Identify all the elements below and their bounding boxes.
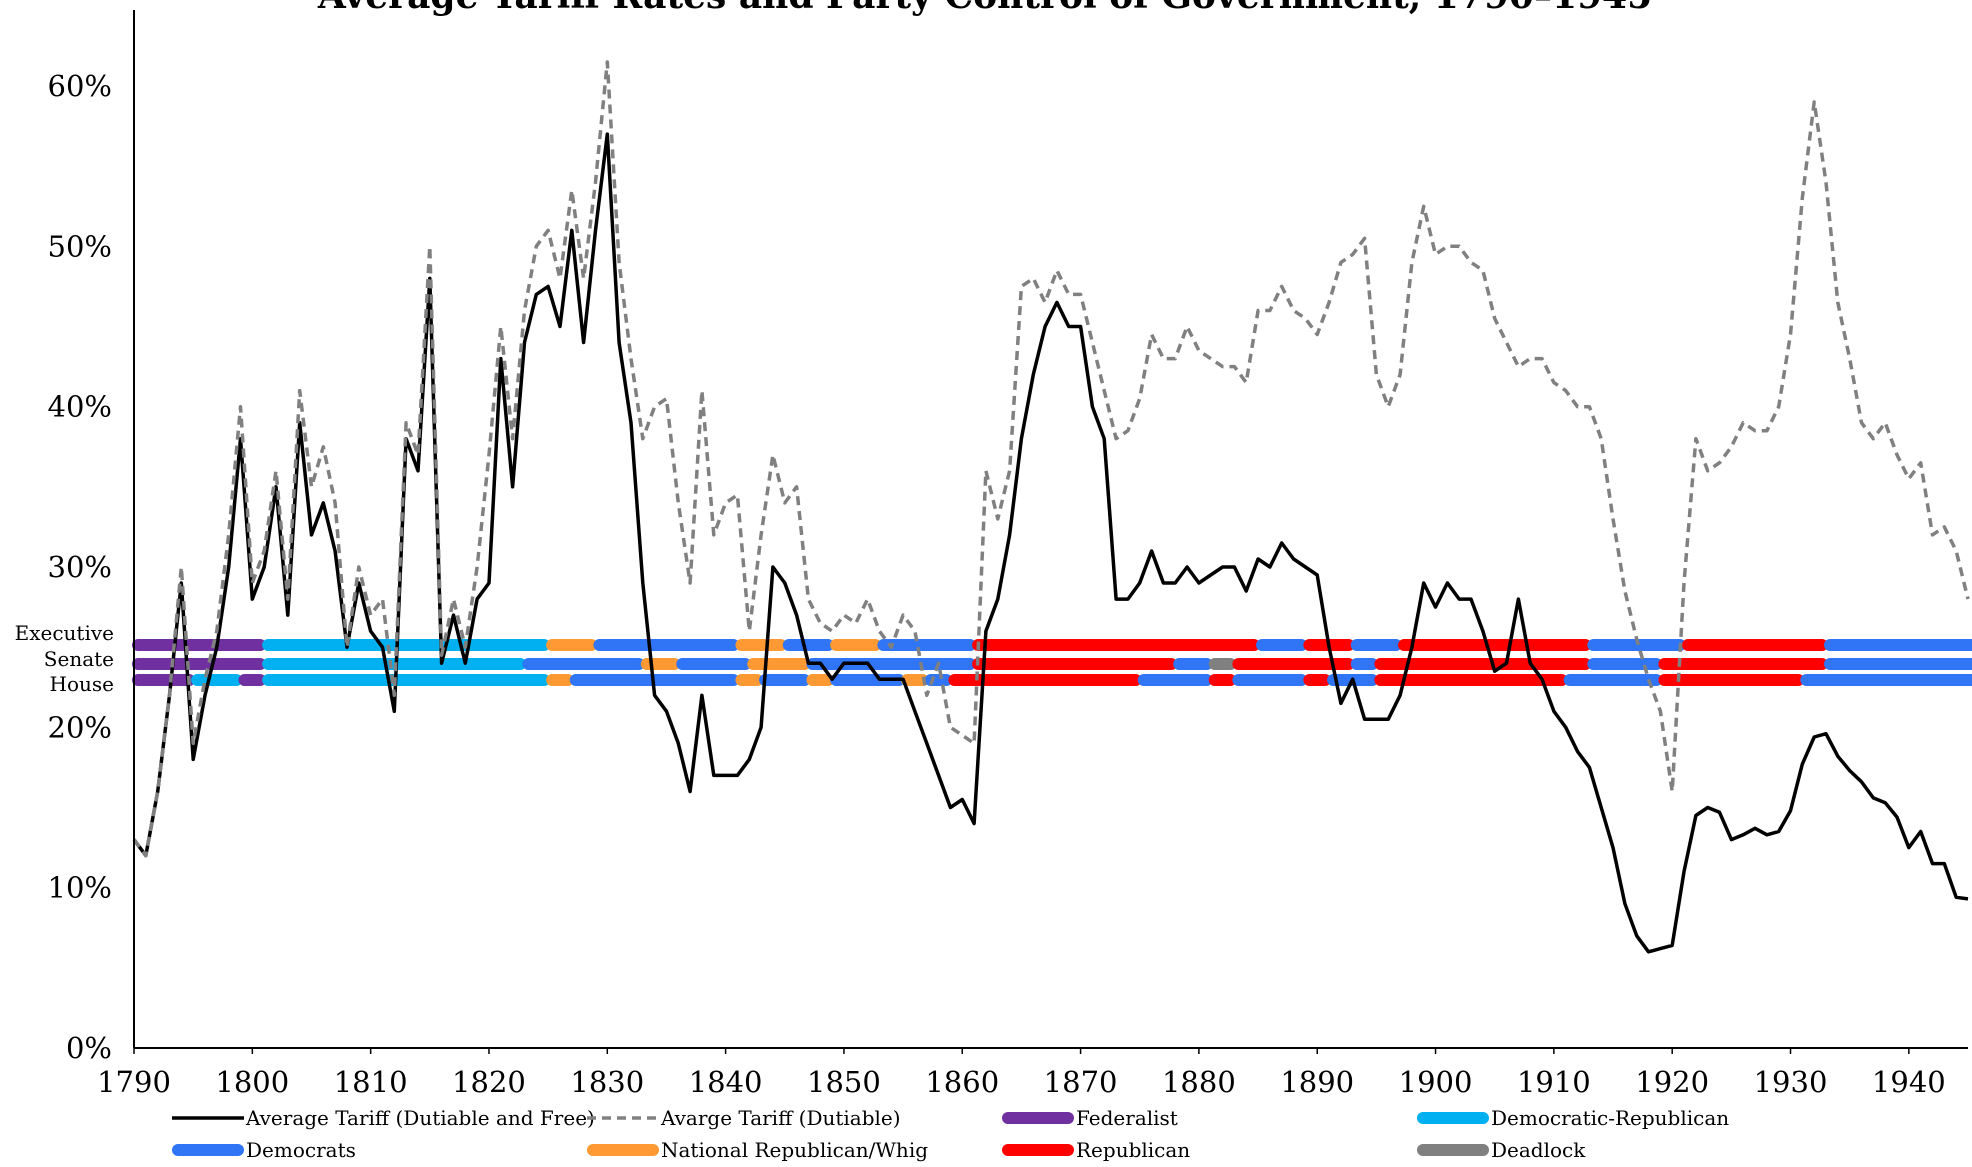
x-tick-label: 1870: [1044, 1065, 1118, 1099]
series-line-average-tariff-dutiable-and-free: [132, 132, 1969, 954]
legend-item-democrats: Democrats: [172, 1138, 356, 1162]
y-tick-label: 0%: [66, 1031, 112, 1065]
row-label-house: House: [50, 672, 114, 696]
legend-label: Federalist: [1076, 1106, 1178, 1130]
x-tick-label: 1820: [452, 1065, 526, 1099]
legend-item-deadlock: Deadlock: [1417, 1138, 1586, 1162]
row-label-executive: Executive: [15, 621, 114, 645]
x-tick-label: 1880: [1162, 1065, 1236, 1099]
legend-item-avg-total: Average Tariff (Dutiable and Free): [172, 1106, 595, 1130]
axes: 0% 10% 20% 30% 40% 50% 60% 1790 1800 1810 1820 1830…: [48, 10, 1968, 1099]
legend-label: Avarge Tariff (Dutiable): [660, 1106, 901, 1130]
x-tick-label: 1920: [1635, 1065, 1709, 1099]
x-tick-label: 1800: [215, 1065, 289, 1099]
y-tick-label: 40%: [48, 390, 112, 424]
legend-item-dem-rep: Democratic-Republican: [1417, 1106, 1729, 1130]
legend-item-nat-rep-whig: National Republican/Whig: [587, 1138, 928, 1162]
legend: Average Tariff (Dutiable and Free) Avarge…: [172, 1106, 1729, 1162]
y-tick-label: 60%: [48, 69, 112, 103]
x-tick-label: 1940: [1872, 1065, 1946, 1099]
legend-item-republican: Republican: [1002, 1138, 1190, 1162]
party-control-bars: [132, 639, 1972, 686]
y-tick-label: 20%: [48, 710, 112, 744]
x-tick-label: 1830: [570, 1065, 644, 1099]
legend-label: Republican: [1076, 1138, 1190, 1162]
row-label-senate: Senate: [44, 647, 114, 671]
tariff-series: [132, 60, 1970, 954]
y-tick-label: 50%: [48, 229, 112, 263]
legend-item-federalist: Federalist: [1002, 1106, 1178, 1130]
series-line-average-tariff-dutiable: [132, 60, 1970, 858]
legend-label: Democratic-Republican: [1491, 1106, 1729, 1130]
y-tick-label: 30%: [48, 550, 112, 584]
legend-label: Democrats: [246, 1138, 356, 1162]
legend-label: National Republican/Whig: [661, 1138, 928, 1162]
x-tick-label: 1860: [925, 1065, 999, 1099]
legend-item-avg-dutiable: Avarge Tariff (Dutiable): [587, 1106, 901, 1130]
y-tick-label: 10%: [48, 871, 112, 905]
x-tick-label: 1910: [1517, 1065, 1591, 1099]
chart-title: Average Tariff Rates and Party Control o…: [317, 0, 1652, 17]
legend-label: Average Tariff (Dutiable and Free): [245, 1106, 595, 1130]
x-tick-label: 1790: [97, 1065, 171, 1099]
x-tick-label: 1930: [1754, 1065, 1828, 1099]
x-tick-label: 1900: [1399, 1065, 1473, 1099]
x-tick-label: 1890: [1280, 1065, 1354, 1099]
legend-label: Deadlock: [1491, 1138, 1586, 1162]
x-tick-label: 1810: [334, 1065, 408, 1099]
x-tick-label: 1840: [689, 1065, 763, 1099]
x-tick-label: 1850: [807, 1065, 881, 1099]
